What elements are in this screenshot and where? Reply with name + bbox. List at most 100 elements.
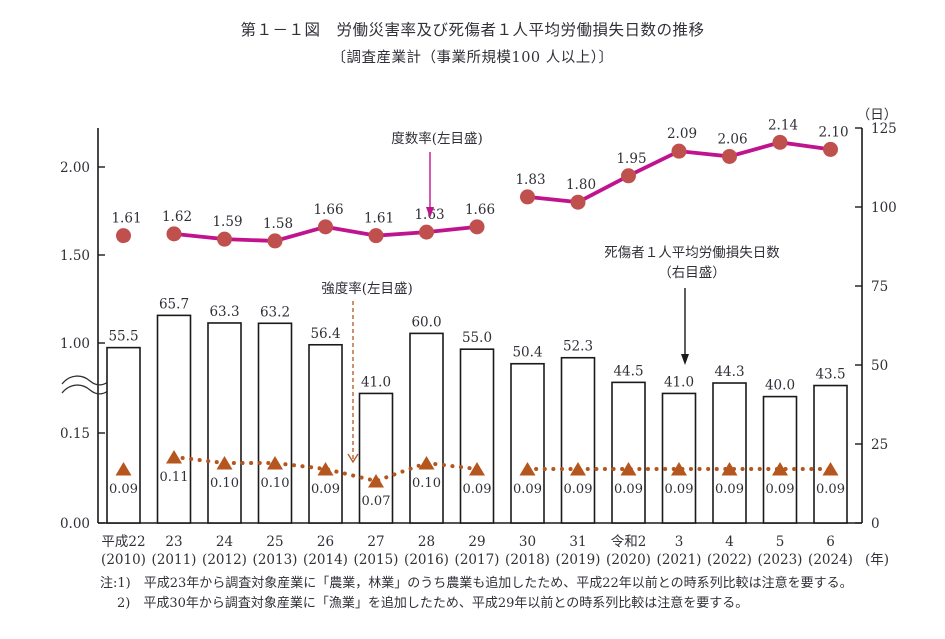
bar xyxy=(358,392,394,524)
bar xyxy=(712,382,747,524)
severity-value-label: 0.10 xyxy=(210,476,239,491)
note-line-1: 注:1) 平成23年から調査対象産業に「農業，林業」のうち農業も追加したため、平… xyxy=(100,576,853,591)
left-tick-label: 1.00 xyxy=(60,336,90,352)
frequency-marker xyxy=(419,224,434,240)
severity-value-label: 0.09 xyxy=(311,482,340,497)
x-year-label: (2019) xyxy=(556,552,601,568)
bar xyxy=(459,348,495,524)
left-tick-label: 2.00 xyxy=(60,160,90,176)
frequency-marker xyxy=(671,143,687,159)
severity-triangle xyxy=(519,462,536,476)
left-tick-label: 1.50 xyxy=(60,248,90,264)
x-year-label: (2018) xyxy=(505,552,550,568)
x-era-label: 23 xyxy=(165,534,182,550)
x-era-label: 25 xyxy=(266,534,283,550)
bar-value-label: 65.7 xyxy=(159,296,189,312)
severity-triangle xyxy=(721,462,738,476)
bar xyxy=(257,322,293,524)
x-year-label: (2012) xyxy=(202,552,247,568)
bar-value-label: 41.0 xyxy=(664,374,694,390)
frequency-marker xyxy=(772,134,788,150)
severity-value-label: 0.09 xyxy=(665,482,694,497)
bar xyxy=(510,362,545,524)
frequency-value-label: 2.14 xyxy=(768,117,798,133)
x-era-label: 5 xyxy=(776,534,785,550)
x-year-label: (2021) xyxy=(657,552,702,568)
bar-value-label: 63.3 xyxy=(209,304,239,320)
severity-value-label: 0.09 xyxy=(463,482,492,497)
severity-triangle xyxy=(216,456,233,470)
severity-value-label: 0.09 xyxy=(513,482,542,497)
days-annotation: 死傷者１人平均労働損失日数 xyxy=(604,245,780,261)
frequency-annotation: 度数率(左目盛) xyxy=(391,130,483,147)
bar xyxy=(106,346,141,524)
frequency-value-label: 1.66 xyxy=(465,202,495,218)
severity-value-label: 0.09 xyxy=(564,482,593,497)
bar-value-label: 60.0 xyxy=(411,314,441,330)
x-year-label: (2023) xyxy=(758,552,803,568)
bar xyxy=(813,384,848,524)
frequency-value-label: 1.62 xyxy=(162,209,192,225)
frequency-value-label: 1.58 xyxy=(263,216,293,232)
days-annotation-arrowhead xyxy=(681,354,689,365)
frequency-marker xyxy=(166,226,182,242)
x-year-label: (2016) xyxy=(404,552,449,568)
note-line-2: 2) 平成30年から調査対象産業に「漁業」を追加したため、平成29年以前との時系… xyxy=(117,596,749,611)
x-era-label: 24 xyxy=(216,534,233,550)
severity-value-label: 0.07 xyxy=(362,494,391,509)
severity-triangle xyxy=(418,456,435,470)
frequency-marker xyxy=(116,228,131,244)
severity-triangle xyxy=(469,462,485,476)
frequency-value-label: 1.59 xyxy=(212,214,242,230)
x-year-label: (2014) xyxy=(303,552,348,568)
bar-value-label: 52.3 xyxy=(563,339,593,355)
x-year-label: (2022) xyxy=(707,552,752,568)
axis-break xyxy=(61,375,109,386)
frequency-marker xyxy=(318,219,333,235)
bar xyxy=(762,395,798,524)
x-era-label: 27 xyxy=(367,534,384,550)
severity-value-label: 0.11 xyxy=(160,470,189,485)
bar xyxy=(661,392,697,524)
frequency-marker xyxy=(621,168,636,184)
frequency-value-label: 1.61 xyxy=(111,211,141,227)
severity-value-label: 0.09 xyxy=(766,482,795,497)
severity-value-label: 0.10 xyxy=(412,476,441,491)
bar-value-label: 56.4 xyxy=(310,326,340,342)
x-year-label: (2017) xyxy=(455,552,500,568)
severity-triangle xyxy=(570,462,586,476)
days-annotation: （右目盛） xyxy=(658,265,726,281)
severity-annotation-arrowhead xyxy=(347,453,359,464)
frequency-marker xyxy=(823,141,838,157)
frequency-marker xyxy=(267,233,283,249)
x-year-label: (2013) xyxy=(253,552,298,568)
notes: 注:1) 平成23年から調査対象産業に「農業，林業」のうち農業も追加したため、平… xyxy=(100,574,853,614)
bar xyxy=(560,356,596,524)
x-era-label: 4 xyxy=(725,534,734,550)
severity-triangle xyxy=(671,462,687,476)
x-era-label: 3 xyxy=(675,534,684,550)
x-era-label: 平成22 xyxy=(101,534,145,550)
bar-value-label: 41.0 xyxy=(361,374,391,390)
bar-value-label: 50.4 xyxy=(512,345,542,361)
x-era-label: 令和2 xyxy=(611,534,647,550)
frequency-value-label: 1.61 xyxy=(364,211,394,227)
left-tick-label: 0.00 xyxy=(60,516,90,532)
left-tick-label: 0.15 xyxy=(60,426,90,442)
severity-triangle xyxy=(267,456,283,470)
frequency-marker xyxy=(469,219,485,235)
frequency-marker xyxy=(217,231,232,247)
severity-value-label: 0.09 xyxy=(816,482,845,497)
x-era-label: 6 xyxy=(826,534,835,550)
severity-value-label: 0.09 xyxy=(109,482,138,497)
x-year-label: (2020) xyxy=(606,552,651,568)
bar-value-label: 63.2 xyxy=(260,304,290,320)
frequency-marker xyxy=(368,228,384,244)
severity-triangle xyxy=(772,462,788,476)
bar-value-label: 43.5 xyxy=(815,367,845,383)
severity-triangle xyxy=(620,462,637,476)
x-year-label: (2010) xyxy=(101,552,146,568)
bar-value-label: 44.5 xyxy=(613,363,643,379)
